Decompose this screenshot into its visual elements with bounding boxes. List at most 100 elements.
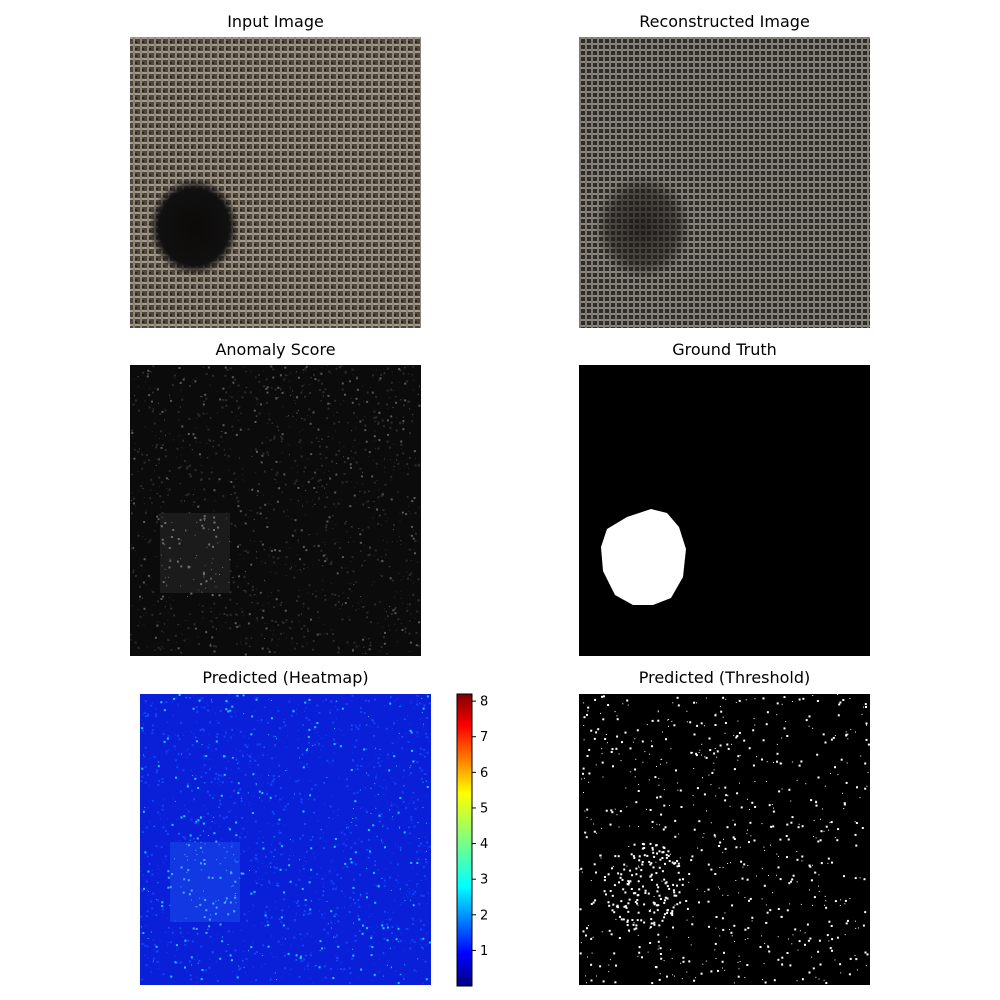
noise-pixel xyxy=(268,554,270,556)
noise-pixel xyxy=(193,798,195,801)
noise-pixel xyxy=(355,645,358,648)
noise-pixel xyxy=(238,624,241,627)
noise-pixel xyxy=(236,526,237,528)
noise-pixel xyxy=(343,446,345,448)
noise-pixel xyxy=(416,731,419,734)
noise-pixel xyxy=(255,979,258,982)
noise-pixel xyxy=(295,884,298,887)
noise-pixel xyxy=(180,866,183,869)
noise-pixel xyxy=(349,858,352,860)
noise-pixel xyxy=(349,463,352,466)
noise-pixel xyxy=(326,417,329,420)
noise-pixel xyxy=(254,952,257,955)
noise-pixel xyxy=(355,739,358,742)
noise-pixel xyxy=(805,783,807,785)
noise-pixel xyxy=(169,547,170,549)
noise-pixel xyxy=(226,614,229,617)
noise-pixel xyxy=(693,828,696,831)
noise-pixel xyxy=(217,721,220,724)
noise-pixel xyxy=(629,747,632,750)
noise-pixel xyxy=(164,409,167,412)
noise-pixel xyxy=(184,943,187,946)
noise-pixel xyxy=(379,377,382,380)
noise-pixel xyxy=(338,915,339,917)
noise-pixel xyxy=(281,602,283,603)
noise-pixel xyxy=(317,544,320,547)
noise-pixel xyxy=(167,576,169,578)
noise-pixel xyxy=(263,746,265,748)
noise-pixel xyxy=(592,901,595,904)
noise-pixel xyxy=(354,439,356,441)
noise-pixel xyxy=(284,938,286,940)
noise-pixel xyxy=(390,861,392,863)
noise-pixel xyxy=(159,495,162,498)
noise-pixel xyxy=(785,835,788,837)
noise-pixel xyxy=(772,761,774,763)
noise-pixel xyxy=(335,701,337,703)
noise-pixel xyxy=(276,645,278,647)
threshold-pixel xyxy=(658,924,661,927)
noise-pixel xyxy=(364,448,367,451)
noise-pixel xyxy=(409,893,411,895)
noise-pixel xyxy=(196,721,198,723)
noise-pixel xyxy=(730,862,732,864)
noise-pixel xyxy=(371,913,373,915)
noise-pixel xyxy=(215,535,218,538)
noise-pixel xyxy=(355,377,358,380)
noise-pixel xyxy=(368,838,370,841)
noise-pixel xyxy=(256,743,259,746)
threshold-pixel xyxy=(673,891,676,894)
noise-pixel xyxy=(238,761,240,763)
noise-pixel xyxy=(420,777,423,780)
noise-pixel xyxy=(207,928,209,930)
noise-pixel xyxy=(381,419,384,422)
noise-pixel xyxy=(718,787,720,789)
noise-pixel xyxy=(199,903,202,906)
noise-pixel xyxy=(277,822,280,825)
noise-pixel xyxy=(172,714,174,716)
noise-pixel xyxy=(713,752,716,755)
noise-pixel xyxy=(211,594,214,597)
noise-pixel xyxy=(408,594,410,596)
noise-pixel xyxy=(659,795,662,798)
noise-pixel xyxy=(254,880,256,882)
noise-pixel xyxy=(695,754,698,757)
noise-pixel xyxy=(361,564,363,567)
noise-pixel xyxy=(362,504,364,506)
noise-pixel xyxy=(280,435,282,437)
noise-pixel xyxy=(266,920,269,923)
noise-pixel xyxy=(131,492,133,494)
noise-pixel xyxy=(162,581,165,584)
noise-pixel xyxy=(137,471,139,473)
noise-pixel xyxy=(365,653,367,654)
noise-pixel xyxy=(391,541,393,543)
noise-pixel xyxy=(203,498,206,501)
noise-pixel xyxy=(197,787,200,789)
noise-pixel xyxy=(341,556,344,558)
noise-pixel xyxy=(284,374,287,377)
noise-pixel xyxy=(704,756,706,758)
noise-pixel xyxy=(226,869,228,871)
noise-pixel xyxy=(362,652,364,654)
threshold-pixel xyxy=(648,910,651,912)
noise-pixel xyxy=(705,697,707,699)
noise-pixel xyxy=(327,436,329,438)
noise-pixel xyxy=(367,554,370,557)
noise-pixel xyxy=(257,490,260,493)
noise-pixel xyxy=(149,388,151,390)
noise-pixel xyxy=(154,943,156,946)
noise-pixel xyxy=(337,808,339,810)
noise-pixel xyxy=(674,904,676,906)
noise-pixel xyxy=(262,862,264,864)
noise-pixel xyxy=(314,857,316,859)
noise-pixel xyxy=(213,816,215,818)
noise-pixel xyxy=(137,534,140,537)
noise-pixel xyxy=(146,773,149,776)
noise-pixel xyxy=(248,737,250,739)
threshold-pixel xyxy=(662,851,665,854)
noise-pixel xyxy=(188,753,191,756)
noise-pixel xyxy=(586,816,588,818)
noise-pixel xyxy=(808,889,810,891)
noise-pixel xyxy=(626,865,628,867)
noise-pixel xyxy=(379,748,381,750)
